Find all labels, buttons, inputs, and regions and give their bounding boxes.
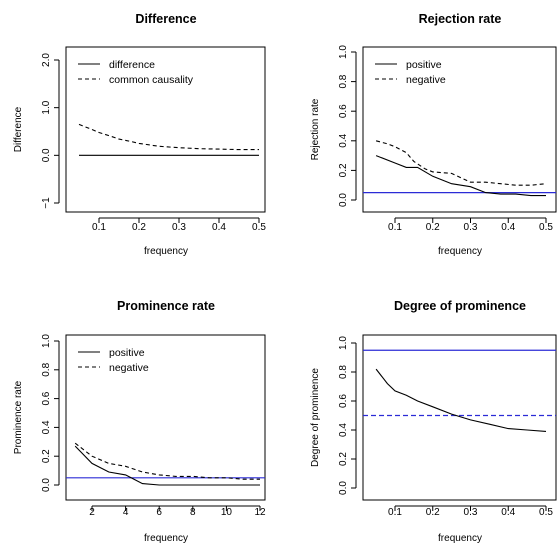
y-tick-label: 0.2	[338, 452, 349, 466]
x-tick-label: 6	[156, 507, 162, 518]
chart-panel-4: Degree of prominence 0.1 0.2 0.3 0.4 0.5 frequ…	[310, 299, 557, 544]
y-tick-label: −1	[41, 197, 52, 209]
x-tick-label: 0.5	[539, 507, 553, 518]
y-tick-label: 2.0	[41, 53, 52, 67]
series-line-negative	[375, 140, 547, 186]
y-tick-label: 0.0	[338, 481, 349, 495]
y-tick-label: 0.8	[41, 362, 52, 376]
chart-title: Prominence rate	[117, 299, 215, 313]
legend-label: positive	[109, 347, 145, 359]
plot-frame	[362, 334, 557, 501]
chart-panel-3: Prominence rate 2 4 6 8 10 12 frequency 0.0 0.2 0.…	[13, 299, 266, 544]
legend-label: negative	[109, 362, 149, 374]
y-tick-label: 0.6	[338, 394, 349, 408]
y-axis-label: Rejection rate	[310, 98, 321, 160]
y-tick-label: 0.8	[338, 74, 349, 88]
x-tick-label: 2	[89, 507, 95, 518]
x-tick-label: 0.1	[92, 222, 106, 233]
y-tick-label: 0.4	[338, 423, 349, 437]
x-tick-label: 0.1	[388, 222, 402, 233]
y-tick-label: 0.4	[41, 420, 52, 434]
x-tick-label: 0.4	[501, 222, 515, 233]
x-tick-label: 0.1	[388, 507, 402, 518]
plot-frame	[362, 46, 557, 213]
x-tick-label: 0.5	[539, 222, 553, 233]
legend-label: positive	[406, 59, 442, 71]
series-line-positive	[74, 445, 260, 486]
x-tick-label: 0.3	[172, 222, 186, 233]
chart-title: Degree of prominence	[394, 299, 526, 313]
y-axis-label: Difference	[13, 106, 24, 152]
x-tick-label: 4	[123, 507, 129, 518]
x-axis-label: frequency	[438, 533, 482, 544]
y-axis-label: Degree of prominence	[310, 368, 321, 467]
x-tick-label: 8	[190, 507, 196, 518]
plot-frame	[65, 46, 266, 213]
y-tick-label: 0.0	[338, 193, 349, 207]
y-tick-label: 1.0	[338, 45, 349, 59]
legend-label: difference	[109, 59, 155, 71]
x-tick-label: 0.2	[132, 222, 146, 233]
x-tick-label: 0.5	[252, 222, 266, 233]
y-tick-label: 0.6	[338, 104, 349, 118]
y-tick-label: 1.0	[41, 100, 52, 114]
y-tick-label: 1.0	[41, 334, 52, 348]
x-tick-label: 10	[221, 507, 233, 518]
y-tick-label: 0.0	[41, 478, 52, 492]
y-tick-label: 0.2	[338, 163, 349, 177]
legend-label: negative	[406, 74, 446, 86]
x-axis-label: frequency	[438, 246, 482, 257]
y-tick-label: 1.0	[338, 336, 349, 350]
x-tick-label: 0.2	[426, 507, 440, 518]
series-line-common-causality	[78, 123, 259, 151]
chart-panel-1: Difference 0.1 0.2 0.3 0.4 0.5 frequency −1 0.0 1…	[13, 12, 266, 257]
x-axis-label: frequency	[144, 246, 188, 257]
x-tick-label: 0.4	[501, 507, 515, 518]
x-tick-label: 0.4	[212, 222, 226, 233]
y-tick-label: 0.4	[338, 133, 349, 147]
y-tick-label: 0.0	[41, 148, 52, 162]
x-tick-label: 0.2	[426, 222, 440, 233]
x-axis-label: frequency	[144, 533, 188, 544]
x-tick-label: 12	[254, 507, 266, 518]
x-tick-label: 0.3	[464, 222, 478, 233]
y-tick-label: 0.6	[41, 391, 52, 405]
x-tick-label: 0.3	[464, 507, 478, 518]
series-line-negative	[74, 442, 260, 480]
plot-frame	[65, 334, 266, 501]
chart-title: Difference	[135, 12, 196, 26]
y-tick-label: 0.8	[338, 365, 349, 379]
y-axis-label: Prominence rate	[13, 380, 24, 454]
series-line-degree	[375, 368, 547, 432]
chart-title: Rejection rate	[419, 12, 502, 26]
legend-label: common causality	[109, 74, 194, 86]
y-tick-label: 0.2	[41, 449, 52, 463]
chart-panel-2: Rejection rate 0.1 0.2 0.3 0.4 0.5 frequency 0.…	[310, 12, 557, 257]
series-line-positive	[375, 155, 546, 197]
